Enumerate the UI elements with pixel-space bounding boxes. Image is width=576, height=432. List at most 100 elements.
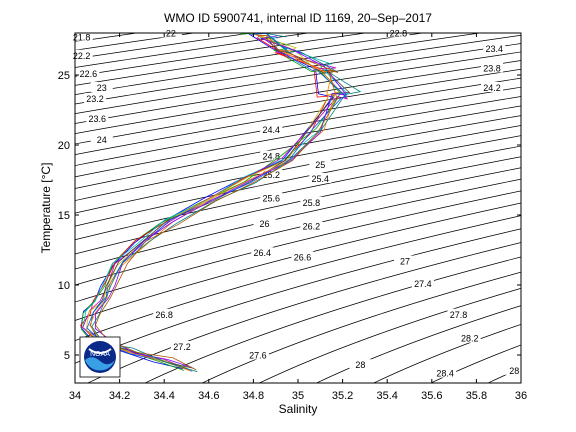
- x-tick-label: 35: [292, 390, 304, 402]
- contour-label: 22.6: [80, 69, 98, 79]
- contour-label: 21.8: [73, 33, 91, 43]
- contour-label-bg: [260, 168, 283, 179]
- contour-label-bg: [260, 150, 283, 161]
- contour-label: 25.2: [262, 170, 280, 180]
- x-tick-label: 34.6: [198, 390, 219, 402]
- contour-label: 28: [509, 366, 519, 376]
- contour-label: 27.4: [414, 279, 432, 289]
- profile-line: [94, 35, 348, 368]
- contour-label-bg: [309, 159, 332, 169]
- contour-label: 23.4: [485, 44, 503, 54]
- x-tick-label: 35.6: [421, 390, 442, 402]
- contour-label-bg: [171, 341, 194, 351]
- profile-line: [91, 33, 362, 373]
- y-tick-label: 5: [64, 350, 70, 362]
- density-contour-line: [75, 34, 521, 105]
- density-contour-line: [144, 256, 521, 383]
- x-tick-label: 34.8: [243, 390, 264, 402]
- contour-label-bg: [300, 196, 323, 207]
- profile-line: [89, 35, 336, 372]
- y-tick-label: 10: [58, 280, 70, 292]
- contour-label-bg: [309, 173, 332, 183]
- contour-label-bg: [253, 217, 276, 228]
- contour-label: 26.6: [294, 252, 312, 262]
- contour-label: 27.6: [249, 350, 267, 360]
- contour-label: 26.8: [155, 310, 173, 320]
- y-axis-label: Temperature [°C]: [39, 163, 53, 254]
- contour-label: 26.4: [254, 248, 272, 258]
- contour-label-bg: [70, 49, 93, 60]
- contour-label-bg: [300, 220, 323, 231]
- contour-label-bg: [260, 124, 283, 134]
- contour-label-bg: [291, 251, 314, 262]
- contour-label-bg: [153, 308, 176, 319]
- density-contour-line: [75, 145, 521, 241]
- contour-label-bg: [90, 133, 113, 144]
- y-tick-label: 25: [58, 70, 70, 82]
- density-contour-line: [75, 51, 521, 124]
- x-tick-label: 34: [69, 390, 81, 402]
- contour-label: 27.2: [173, 342, 191, 352]
- profile-line: [80, 33, 341, 371]
- profile-line: [95, 34, 339, 371]
- contour-label: 28: [355, 360, 365, 370]
- contour-label-bg: [77, 68, 100, 78]
- profiles: [79, 33, 362, 373]
- contour-label-bg: [411, 278, 434, 288]
- density-contour-line: [372, 323, 521, 383]
- noaa-logo: NOAA: [79, 336, 121, 378]
- density-contour-line: [75, 43, 521, 114]
- contour-label: 25.4: [312, 174, 330, 184]
- density-contour-line: [75, 178, 521, 286]
- density-contour-line: [75, 135, 521, 227]
- contour-label-bg: [159, 27, 182, 38]
- density-contour-line: [75, 202, 521, 321]
- contour-label-bg: [349, 359, 372, 370]
- profile-line: [80, 33, 335, 370]
- contour-label-bg: [260, 192, 283, 203]
- contour-label-bg: [246, 349, 269, 360]
- density-contour-line: [258, 287, 521, 383]
- x-tick-label: 36: [515, 390, 527, 402]
- contour-label-bg: [481, 82, 504, 92]
- contour-label: 28.4: [436, 369, 454, 379]
- density-contour-line: [201, 271, 521, 383]
- contour-label: 28.2: [461, 334, 479, 344]
- contour-label: 23.8: [483, 63, 501, 73]
- contour-label-bg: [483, 42, 506, 53]
- plot-area: [75, 33, 521, 383]
- logo-text: NOAA: [90, 351, 110, 358]
- density-contour-line: [75, 228, 521, 364]
- x-axis-label: Salinity: [279, 402, 318, 416]
- density-contour-line: [75, 190, 521, 303]
- contour-label-bg: [387, 27, 410, 38]
- contour-label: 23: [97, 83, 107, 93]
- density-contour-line: [75, 68, 521, 145]
- x-axis-ticks: 34 34.2 34.4 34.6 34.8 35 35.2 35.4 35.6 35.8 36: [69, 33, 527, 402]
- profile-line: [86, 33, 347, 372]
- contour-label-bg: [394, 255, 417, 266]
- contour-label: 23.2: [86, 94, 104, 104]
- contour-label: 22.2: [73, 51, 91, 61]
- contour-label: 25.8: [303, 198, 321, 208]
- y-tick-label: 15: [58, 210, 70, 222]
- x-tick-label: 35.8: [466, 390, 487, 402]
- density-contour-line: [75, 60, 521, 134]
- y-axis-ticks: 5 10 15 20 25: [58, 70, 521, 362]
- contour-label-bg: [70, 31, 93, 42]
- contour-label-bg: [447, 308, 470, 319]
- density-contour-line: [75, 156, 521, 255]
- contour-label-bg: [251, 247, 274, 258]
- density-contour-line: [87, 242, 521, 383]
- contour-label-bg: [503, 364, 526, 375]
- contour-label: 24: [97, 135, 107, 145]
- density-contour-line: [75, 167, 521, 270]
- contour-label: 23.6: [89, 114, 107, 124]
- x-tick-label: 35.2: [332, 390, 353, 402]
- contour-label-bg: [86, 112, 109, 123]
- chart-title: WMO ID 5900741, internal ID 1169, 20–Sep…: [164, 11, 432, 25]
- contour-label-bg: [481, 62, 504, 73]
- contour-label: 24.4: [262, 125, 280, 135]
- contour-label: 25.6: [262, 194, 280, 204]
